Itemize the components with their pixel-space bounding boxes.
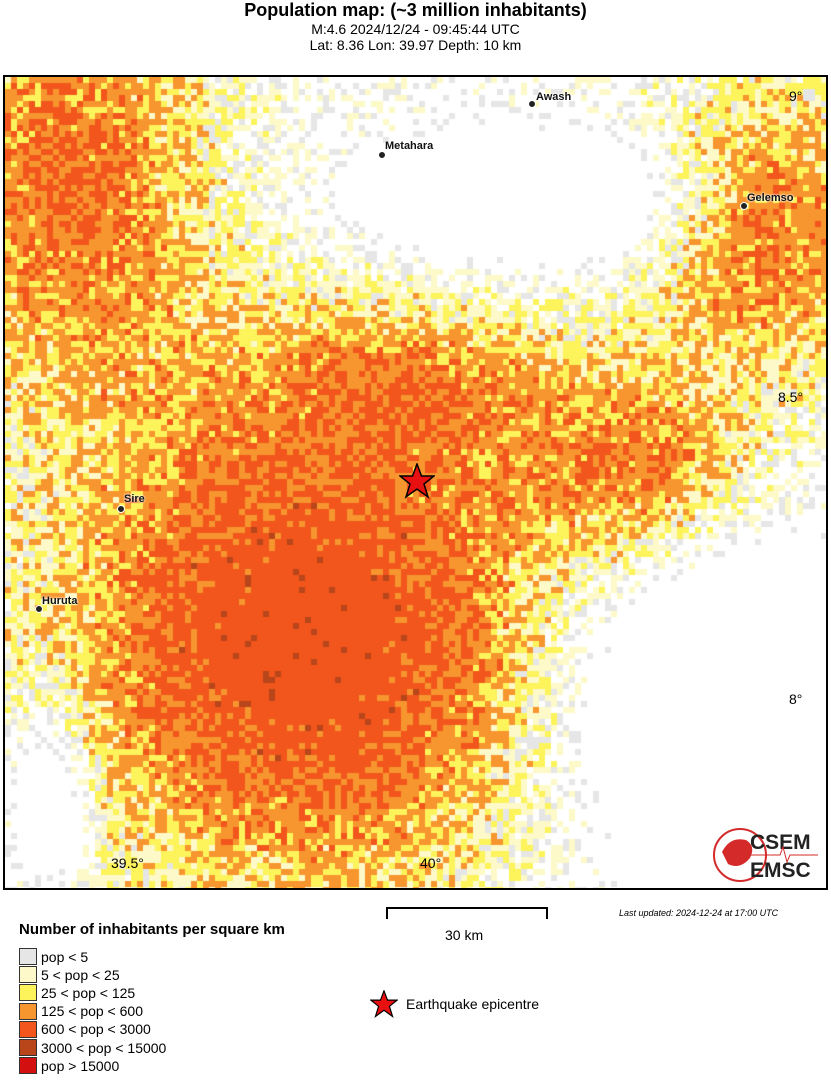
city-label-sire: Sire [124,493,145,505]
legend-item-label: 600 < pop < 3000 [41,1021,151,1038]
legend-item: 3000 < pop < 15000 [19,1039,166,1056]
legend-swatch [19,966,37,984]
last-updated: Last updated: 2024-12-24 at 17:00 UTC [619,908,779,918]
legend-item: 600 < pop < 3000 [19,1020,151,1038]
city-marker [740,202,748,210]
legend-epicentre-label: Earthquake epicentre [406,996,540,1012]
legend-item-label: 3000 < pop < 15000 [41,1039,167,1056]
legend-item: 125 < pop < 600 [19,1002,143,1020]
lon-label-39-5: 39.5° [111,855,144,871]
legend-item-label: 5 < pop < 25 [41,966,120,983]
scale-bar-label: 30 km [445,927,484,943]
legend-item-label: pop > 15000 [41,1057,120,1074]
legend-swatch [19,948,37,965]
legend-item-label: 25 < pop < 125 [41,984,136,1001]
city-marker [117,505,125,513]
event-location: Lat: 8.36 Lon: 39.97 Depth: 10 km [309,37,522,53]
svg-text:EMSC: EMSC [750,859,811,882]
city-marker [35,605,43,613]
city-label-huruta: Huruta [42,595,78,607]
event-info: M:4.6 2024/12/24 - 09:45:44 UTC [311,21,520,37]
legend-item: 5 < pop < 25 [19,966,120,984]
scale-bar [386,907,548,919]
csem-emsc-logo: CSEM EMSC [710,822,820,884]
lat-label-8: 8° [789,691,803,707]
legend-swatch [19,1002,37,1020]
legend-item: pop < 5 [19,948,88,965]
city-label-gelemso: Gelemso [747,192,794,204]
population-map[interactable]: Awash Metahara Gelemso Sire Huruta 9° 8.… [3,75,828,890]
city-marker [528,100,536,108]
city-label-awash: Awash [536,91,572,103]
lat-label-8-5: 8.5° [778,389,804,405]
legend-swatch [19,1039,37,1056]
epicenter-star-icon [399,463,435,499]
legend-swatch [19,984,37,1002]
legend-swatch [19,1057,37,1075]
legend-item: 25 < pop < 125 [19,984,136,1002]
legend-item-label: 125 < pop < 600 [41,1003,143,1020]
legend-epicentre: Earthquake epicentre [370,990,539,1018]
red-star-icon [370,990,398,1018]
city-marker [378,151,386,159]
city-label-metahara: Metahara [385,140,434,152]
lat-label-9: 9° [789,88,803,104]
legend-title: Number of inhabitants per square km [19,921,285,938]
map-title: Population map: (~3 million inhabitants) [244,0,587,20]
legend-item: pop > 15000 [19,1057,120,1075]
legend-swatch [19,1020,37,1038]
svg-text:CSEM: CSEM [750,831,811,854]
legend-item-label: pop < 5 [41,948,89,965]
lon-label-40: 40° [420,855,442,871]
